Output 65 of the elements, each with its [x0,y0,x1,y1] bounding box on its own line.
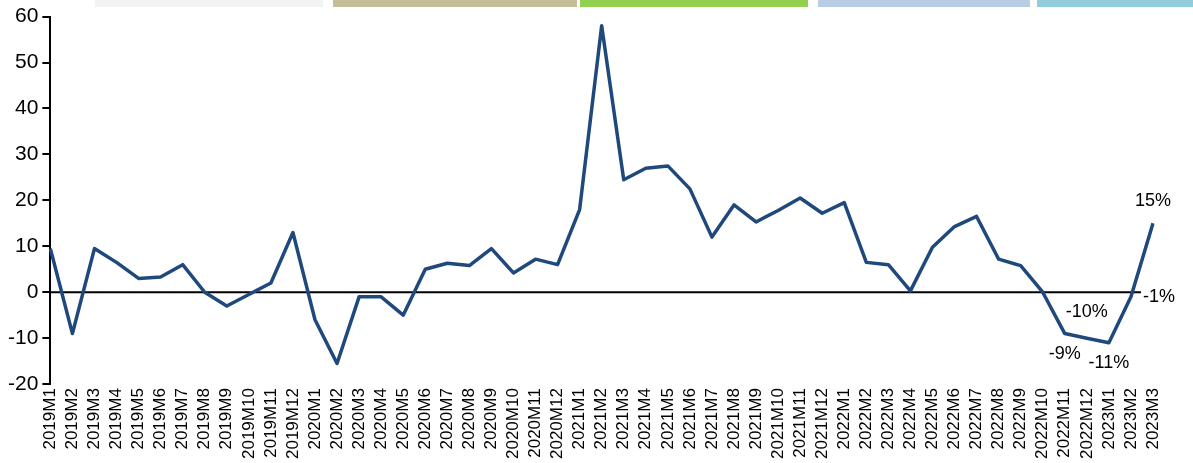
x-tick-label: 2023M1 [1098,388,1118,450]
data-label: -9% [1048,342,1081,363]
data-label: -10% [1065,301,1108,322]
x-tick-label: 2020M6 [414,388,434,450]
data-label: -1% [1142,285,1175,306]
x-tick-label: 2020M3 [348,388,368,450]
x-tick-label: 2021M3 [613,388,633,450]
x-tick-label: 2020M9 [481,388,501,450]
x-tick-label: 2021M7 [701,388,721,450]
x-tick-label: 2022M5 [922,388,942,450]
x-tick-label: 2019M9 [216,388,236,450]
x-tick-label: 2020M7 [436,388,456,450]
y-tick-label: 0 [26,279,39,303]
x-tick-label: 2019M12 [282,388,302,459]
y-tick-label: -20 [7,370,39,394]
x-tick-label: 2022M1 [833,388,853,450]
data-label: 15% [1134,190,1172,211]
x-tick-label: 2019M4 [106,388,126,450]
x-tick-label: 2019M7 [172,388,192,450]
x-tick-label: 2019M3 [84,388,104,450]
x-tick-label: 2020M12 [547,388,567,459]
y-tick-label: 40 [14,95,39,119]
x-tick-label: 2022M6 [944,388,964,450]
x-tick-label: 2020M2 [326,388,346,450]
y-tick-label: 10 [14,233,39,257]
x-tick-label: 2022M2 [856,388,875,450]
x-tick-label: 2021M8 [723,388,743,450]
x-tick-label: 2020M11 [525,388,545,458]
x-tick-label: 2021M1 [569,388,589,450]
x-tick-label: 2021M11 [789,388,809,458]
x-tick-label: 2021M9 [745,388,765,450]
y-tick-label: 30 [14,141,39,165]
x-tick-label: 2019M5 [128,388,148,450]
x-tick-label: 2020M1 [304,388,324,450]
x-tick-label: 2021M10 [767,388,787,459]
x-tick-label: 2022M7 [966,388,986,450]
x-tick-label: 2023M2 [1120,388,1140,450]
y-tick-label: 60 [14,3,39,27]
x-tick-label: 2020M10 [503,388,523,459]
x-tick-label: 2021M6 [679,388,699,450]
x-tick-label: 2019M10 [238,388,258,459]
x-tick-label: 2021M12 [811,388,831,459]
x-tick-label: 2022M3 [878,388,898,450]
x-tick-label: 2022M8 [988,388,1008,450]
x-tick-label: 2021M4 [635,388,655,450]
x-tick-label: 2020M8 [459,388,479,450]
y-tick-label: 20 [14,187,39,211]
x-tick-label: 2022M4 [900,388,920,450]
x-tick-label: 2020M5 [392,388,412,450]
x-tick-label: 2019M6 [150,388,170,450]
x-tick-label: 2023M3 [1142,388,1162,450]
x-tick-label: 2020M4 [370,388,390,450]
x-tick-label: 2019M2 [62,388,82,450]
x-tick-label: 2022M11 [1054,388,1074,458]
x-tick-label: 2022M12 [1076,388,1096,459]
x-tick-label: 2019M1 [40,388,60,450]
x-tick-label: 2022M9 [1010,388,1030,450]
x-tick-label: 2019M8 [194,388,214,450]
x-tick-label: 2021M2 [591,388,611,450]
x-tick-label: 2022M10 [1032,388,1052,459]
y-tick-label: 50 [14,49,39,73]
x-tick-label: 2019M11 [260,388,280,458]
data-label: -11% [1088,351,1130,372]
y-tick-label: -10 [7,324,39,348]
x-tick-label: 2021M5 [657,388,677,450]
